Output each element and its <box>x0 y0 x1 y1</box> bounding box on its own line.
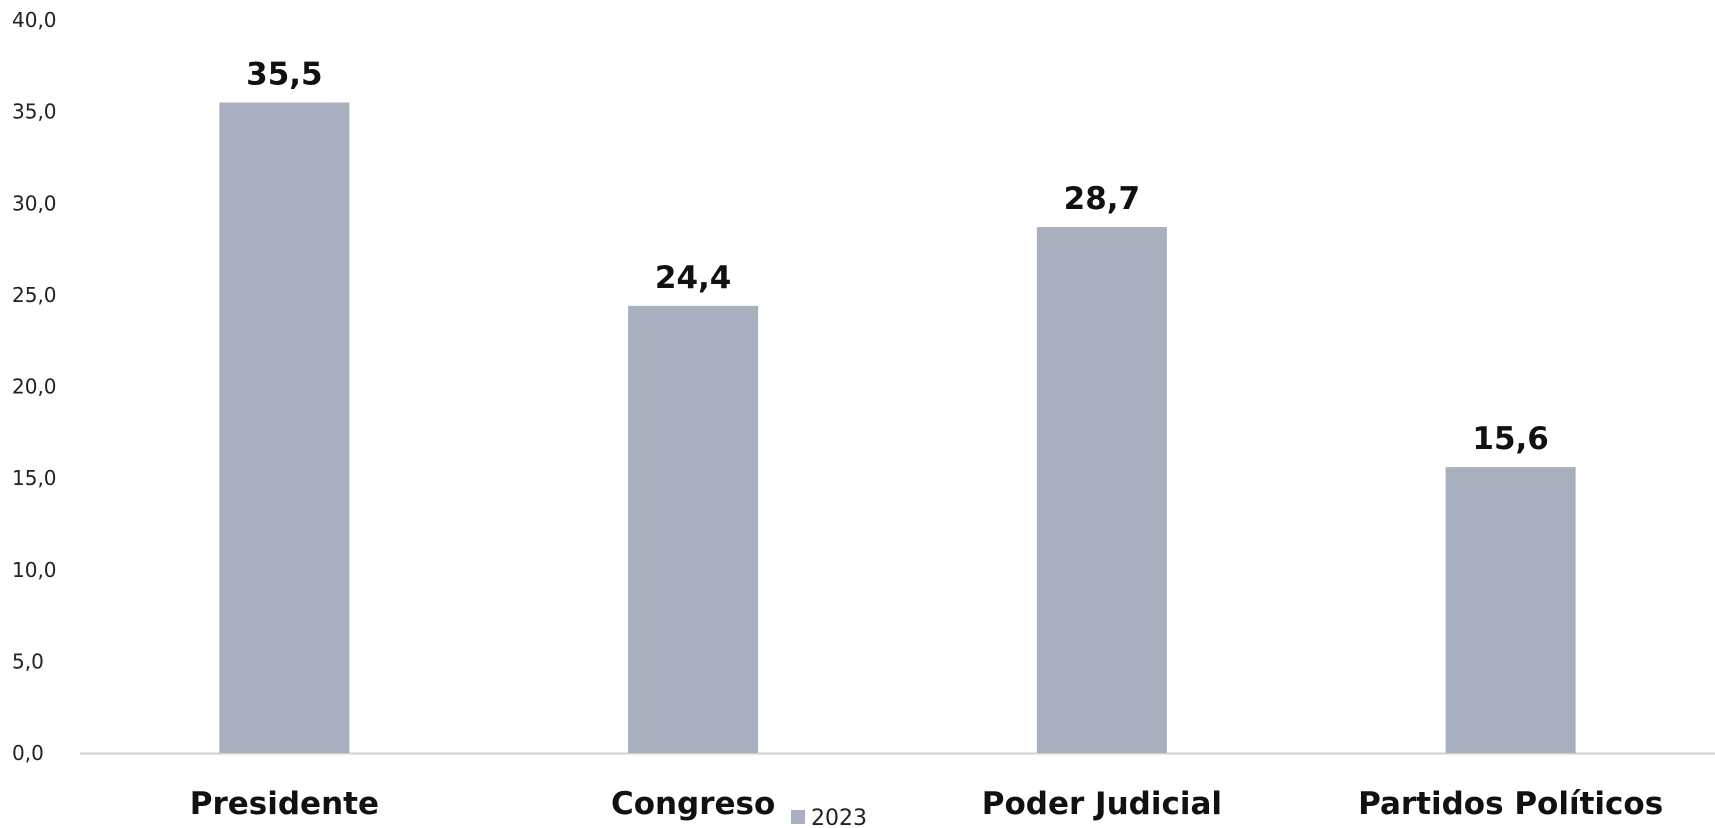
bar <box>1445 467 1576 753</box>
y-tick-label: 5,0 <box>12 649 44 673</box>
y-tick-label: 30,0 <box>12 191 57 215</box>
category-labels-group: Presidente Congreso Poder Judicial Partidos… <box>190 786 1663 822</box>
legend-swatch <box>791 810 805 824</box>
y-axis-ticks: 0,0 5,0 10,0 15,0 20,0 25,0 30,0 35,0 40,0 <box>12 8 57 765</box>
y-tick-label: 35,0 <box>12 100 57 124</box>
category-label: Presidente <box>190 786 379 822</box>
data-label: 24,4 <box>655 260 732 296</box>
y-tick-label: 15,0 <box>12 466 57 490</box>
data-labels-group: 35,5 24,4 28,7 15,6 <box>246 56 1549 457</box>
legend: 2023 <box>791 806 867 828</box>
y-tick-label: 10,0 <box>12 558 57 582</box>
data-label: 28,7 <box>1064 181 1141 217</box>
category-label: Partidos Políticos <box>1358 786 1663 822</box>
y-tick-label: 40,0 <box>12 8 57 32</box>
y-tick-label: 20,0 <box>12 375 57 399</box>
category-label: Congreso <box>611 786 775 822</box>
y-tick-label: 25,0 <box>12 283 57 307</box>
bar <box>1036 227 1167 753</box>
bar <box>219 102 350 753</box>
data-label: 35,5 <box>246 56 323 92</box>
legend-label: 2023 <box>811 806 867 828</box>
y-tick-label: 0,0 <box>12 741 44 765</box>
category-label: Poder Judicial <box>982 786 1222 822</box>
data-label: 15,6 <box>1472 421 1549 457</box>
bars-group <box>219 102 1576 753</box>
bar <box>628 305 759 753</box>
